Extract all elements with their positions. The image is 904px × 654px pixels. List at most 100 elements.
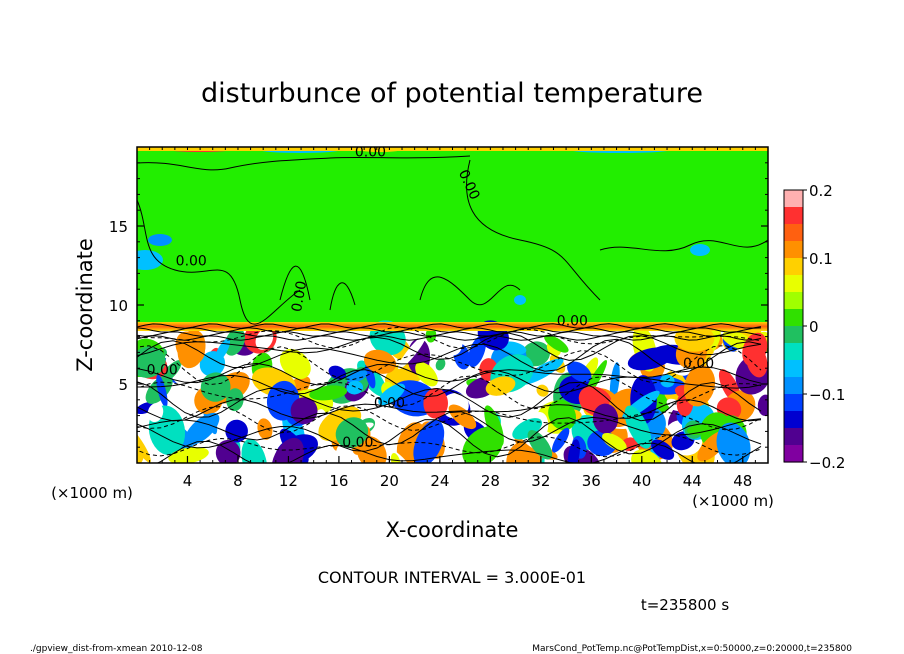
- upper-contour: [419, 276, 521, 306]
- contour-labels: 0.000.000.000.000.000.00 0.000.000.00: [147, 144, 715, 451]
- colorbar-swatch: [784, 207, 803, 225]
- turbulence-blob: [602, 432, 627, 451]
- turbulence-blob: [757, 394, 768, 417]
- colorbar-swatch: [784, 275, 803, 293]
- inversion-contour: [137, 327, 762, 333]
- turbulence-blob: [501, 341, 527, 355]
- colorbar-swatch: [784, 309, 803, 327]
- colorbar-tick-label: 0.2: [809, 182, 833, 200]
- inversion-contour: [137, 323, 762, 329]
- turbulence-blob: [544, 334, 569, 353]
- contour-path: [137, 332, 762, 361]
- colorbar-swatch: [784, 360, 803, 378]
- turbulence-blob: [390, 452, 402, 463]
- turbulence-blob: [448, 404, 477, 430]
- contour-path: [137, 369, 762, 398]
- contour-path: [137, 411, 762, 446]
- colorbar-swatch: [784, 445, 803, 463]
- turbulence-blob: [435, 358, 446, 371]
- y-tick-label: 15: [109, 218, 128, 236]
- x-tick-label: 36: [582, 472, 601, 490]
- contour-label: 0.00: [374, 396, 405, 412]
- colorbar-swatch: [784, 190, 803, 208]
- contour-label: 0.00: [683, 356, 714, 372]
- x-tick-label: 24: [430, 472, 449, 490]
- turbulence-blob: [214, 338, 231, 362]
- colorbar-swatch: [784, 428, 803, 446]
- contour-path: [137, 375, 762, 410]
- contour-path: [137, 440, 762, 463]
- colorbar-tick-label: 0: [809, 318, 819, 336]
- chart-title: disturbunce of potential temperature: [201, 78, 703, 109]
- contour-lines: [137, 155, 768, 463]
- contour-label: 0.00: [342, 435, 373, 451]
- colorbar-swatch: [784, 377, 803, 395]
- colorbar-swatch: [784, 292, 803, 310]
- turbulence-blob: [271, 437, 304, 463]
- contour-path: [137, 381, 762, 422]
- x-tick-label: 8: [233, 472, 243, 490]
- turbulence-blob: [415, 362, 438, 387]
- turbulence-blob: [716, 422, 751, 463]
- turbulence-blob: [485, 376, 516, 396]
- colorbar-tick-label: −0.2: [809, 454, 845, 472]
- turbulence-blob: [168, 446, 209, 463]
- x-tick-label: 12: [279, 472, 298, 490]
- colorbar-swatch: [784, 343, 803, 361]
- turbulence-blob: [624, 405, 652, 449]
- turbulence-blob: [156, 374, 168, 408]
- colorbar-ticks: 0.2 0.1 0 −0.1 −0.2: [803, 182, 845, 472]
- y-axis-ticks: 5 10 15: [109, 162, 768, 448]
- y-tick-label: 10: [109, 297, 128, 315]
- x-axis-label: X-coordinate: [386, 518, 519, 542]
- colorbar: [784, 190, 803, 463]
- turbulence-blob: [241, 438, 268, 463]
- x-tick-label: 48: [733, 472, 752, 490]
- turbulence-blob: [255, 328, 274, 350]
- turbulence-blob: [742, 332, 768, 367]
- turbulence-blob: [521, 358, 564, 385]
- x-axis-ticks: 4 8 12 16 20 24 28 32 36 40 44 48: [149, 147, 756, 490]
- turbulence-blob: [397, 334, 426, 369]
- x-tick-label: 28: [481, 472, 500, 490]
- contour-path: [137, 362, 762, 386]
- upper-patch: [148, 234, 172, 246]
- x-tick-label: 4: [183, 472, 193, 490]
- inversion-contour: [137, 331, 762, 337]
- turbulence-blob: [364, 349, 397, 374]
- upper-layer-field: [137, 147, 768, 329]
- colorbar-swatch: [784, 411, 803, 429]
- y-unit-label: (×1000 m): [51, 484, 133, 502]
- y-axis-label: Z-coordinate: [73, 238, 97, 372]
- turbulence-blob: [346, 380, 364, 395]
- turbulence-blob: [335, 417, 369, 448]
- turbulence-blob: [257, 418, 273, 440]
- turbulence-blob: [687, 424, 710, 436]
- contour-path: [137, 399, 762, 422]
- turbulence-blob: [290, 397, 318, 425]
- x-tick-label: 40: [632, 472, 651, 490]
- plot-area: 0.000.000.000.000.000.00 0.000.000.00: [137, 144, 768, 463]
- turbulence-blob: [184, 412, 220, 446]
- x-unit-label: (×1000 m): [692, 492, 774, 510]
- contour-path: [137, 417, 762, 458]
- upper-patch: [514, 295, 526, 305]
- contour-label: 0.00: [557, 314, 588, 330]
- colorbar-swatch: [784, 224, 803, 242]
- contour-path: [137, 344, 762, 386]
- contour-path: [137, 435, 762, 458]
- turbulence-blob: [346, 369, 368, 383]
- contour-path: [137, 338, 762, 373]
- y-tick-label: 5: [118, 376, 128, 394]
- colorbar-swatch: [784, 394, 803, 412]
- turbulence-blob: [468, 335, 487, 368]
- contour-label: 0.00: [289, 280, 310, 313]
- contour-label: 0.00: [355, 144, 386, 160]
- colorbar-swatch: [784, 258, 803, 276]
- upper-contour: [599, 239, 768, 252]
- footer-left: ./gpview_dist-from-xmean 2010-12-08: [30, 644, 203, 654]
- turbulence-blob: [378, 383, 406, 406]
- upper-contour: [137, 199, 301, 325]
- contour-interval-text: CONTOUR INTERVAL = 3.000E-01: [318, 568, 586, 587]
